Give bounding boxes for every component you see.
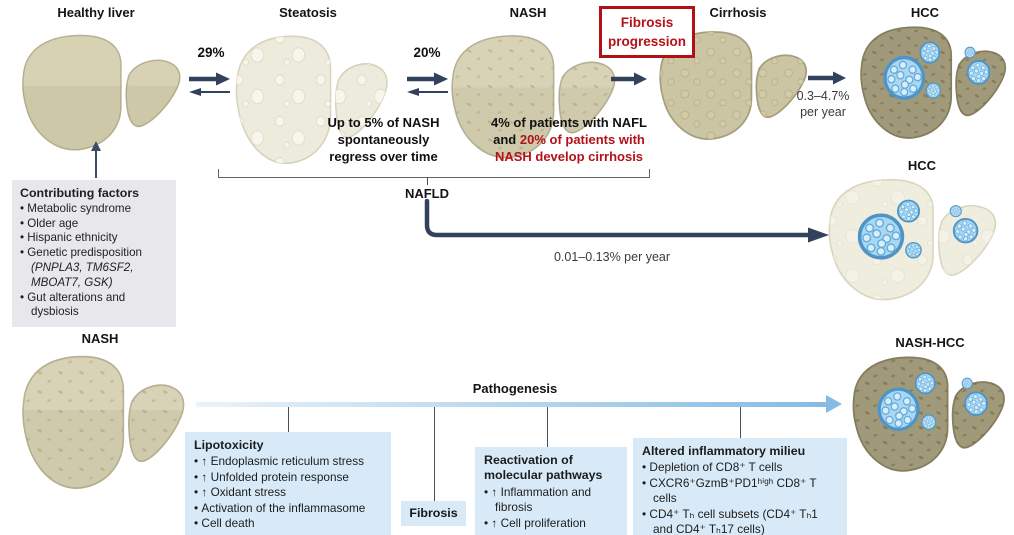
timeline-tick: [434, 407, 436, 501]
timeline-tick: [547, 407, 549, 447]
inflammatory-milieu-title: Altered inflammatory milieu: [642, 444, 806, 458]
reactivation-item: ↑ Inflammation and fibrosis: [484, 485, 619, 516]
nash-hcc-label: NASH-HCC: [895, 335, 965, 350]
rate-nafld-hcc: 0.01–0.13% per year: [553, 250, 671, 264]
rate-healthy-steatosis: 29%: [197, 45, 225, 60]
reactivation-box: Reactivation of molecular pathways ↑ Inf…: [475, 447, 627, 535]
hcc-mid-label: HCC: [907, 158, 937, 173]
lipotoxicity-item: ↑ Endoplasmic reticulum stress: [194, 454, 383, 469]
up-arrow-icon: [91, 141, 101, 178]
contributing-factor-item: Genetic predisposition (PNPLA3, TM6SF2, …: [20, 246, 168, 290]
lipotoxicity-box: Lipotoxicity ↑ Endoplasmic reticulum str…: [185, 432, 391, 535]
timeline-arrowhead-icon: [826, 395, 842, 413]
inflammatory-item: CD4⁺ Tₕ cell subsets (CD4⁺ Tₕ1 and CD4⁺ …: [642, 507, 839, 535]
inflammatory-milieu-box: Altered inflammatory milieu Depletion of…: [633, 438, 847, 535]
rate-steatosis-nash: 20%: [413, 45, 441, 60]
inflammatory-item: CXCR6⁺GzmB⁺PD1ʰⁱᵍʰ CD8⁺ T cells: [642, 476, 839, 507]
healthy-liver-label: Healthy liver: [57, 5, 135, 20]
cirrhosis-development-note: 4% of patients with NAFL and 20% of pati…: [491, 115, 647, 164]
healthy-liver-illustration: [22, 34, 181, 151]
reactivation-item: ↑ Cell proliferation: [484, 516, 619, 531]
contributing-factors-title: Contributing factors: [20, 186, 140, 200]
lipotoxicity-item: ↑ Unfolded protein response: [194, 470, 383, 485]
nafld-to-hcc-elbow-arrow: [424, 199, 829, 243]
lipotoxicity-title: Lipotoxicity: [194, 438, 264, 452]
contributing-factor-item: Metabolic syndrome: [20, 202, 168, 217]
contributing-factor-item: Older age: [20, 217, 168, 232]
hcc-liver-illustration: [860, 26, 1007, 139]
hcc-top-label: HCC: [910, 5, 940, 20]
nafld-bracket-tick: [427, 177, 429, 185]
pathogenesis-timeline: [196, 402, 828, 407]
nafld-label: NAFLD: [404, 186, 450, 201]
contributing-factor-item: Hispanic ethnicity: [20, 231, 168, 246]
contributing-factors-box: Contributing factors Metabolic syndrome …: [12, 180, 176, 328]
pathogenesis-label: Pathogenesis: [472, 381, 558, 396]
rate-cirrhosis-hcc: 0.3–4.7% per year: [796, 89, 850, 119]
nash-regression-note: Up to 5% of NASH spontaneously regress o…: [327, 115, 440, 164]
timeline-tick: [288, 407, 290, 432]
nash-liver-illustration: [451, 35, 616, 159]
nash-bottom-liver-illustration: [22, 355, 185, 489]
lipotoxicity-item: Activation of the inflammasome: [194, 501, 383, 516]
steatosis-label: Steatosis: [279, 5, 337, 20]
fibrosis-progression-box: Fibrosis progression: [599, 6, 695, 58]
tumor-cluster: [883, 55, 926, 100]
cirrhosis-label: Cirrhosis: [709, 5, 767, 20]
gene-names: (PNPLA3, TM6SF2, MBOAT7, GSK): [31, 260, 134, 289]
right-arrow-icon: [808, 71, 846, 85]
nash-label: NASH: [509, 5, 547, 20]
nafld-bracket: [218, 169, 650, 178]
cirrhosis-liver-illustration: [659, 31, 808, 140]
fibrosis-box: Fibrosis: [401, 501, 466, 526]
inflammatory-item: Depletion of CD8⁺ T cells: [642, 460, 839, 475]
nash-bottom-label: NASH: [81, 331, 119, 346]
timeline-tick: [740, 407, 742, 438]
right-arrow-icon: [611, 72, 647, 86]
lipotoxicity-item: Cell death: [194, 516, 383, 531]
hcc-pale-liver-illustration: [828, 179, 997, 301]
contributing-factor-item: Gut alterations and dysbiosis: [20, 291, 168, 321]
lipotoxicity-item: ↑ Oxidant stress: [194, 485, 383, 500]
steatosis-liver-illustration: [235, 35, 388, 165]
bidirectional-arrow-icon: [407, 72, 448, 96]
nash-hcc-liver-illustration: [852, 356, 1005, 472]
bidirectional-arrow-icon: [189, 72, 230, 96]
reactivation-title: Reactivation of molecular pathways: [484, 453, 603, 483]
